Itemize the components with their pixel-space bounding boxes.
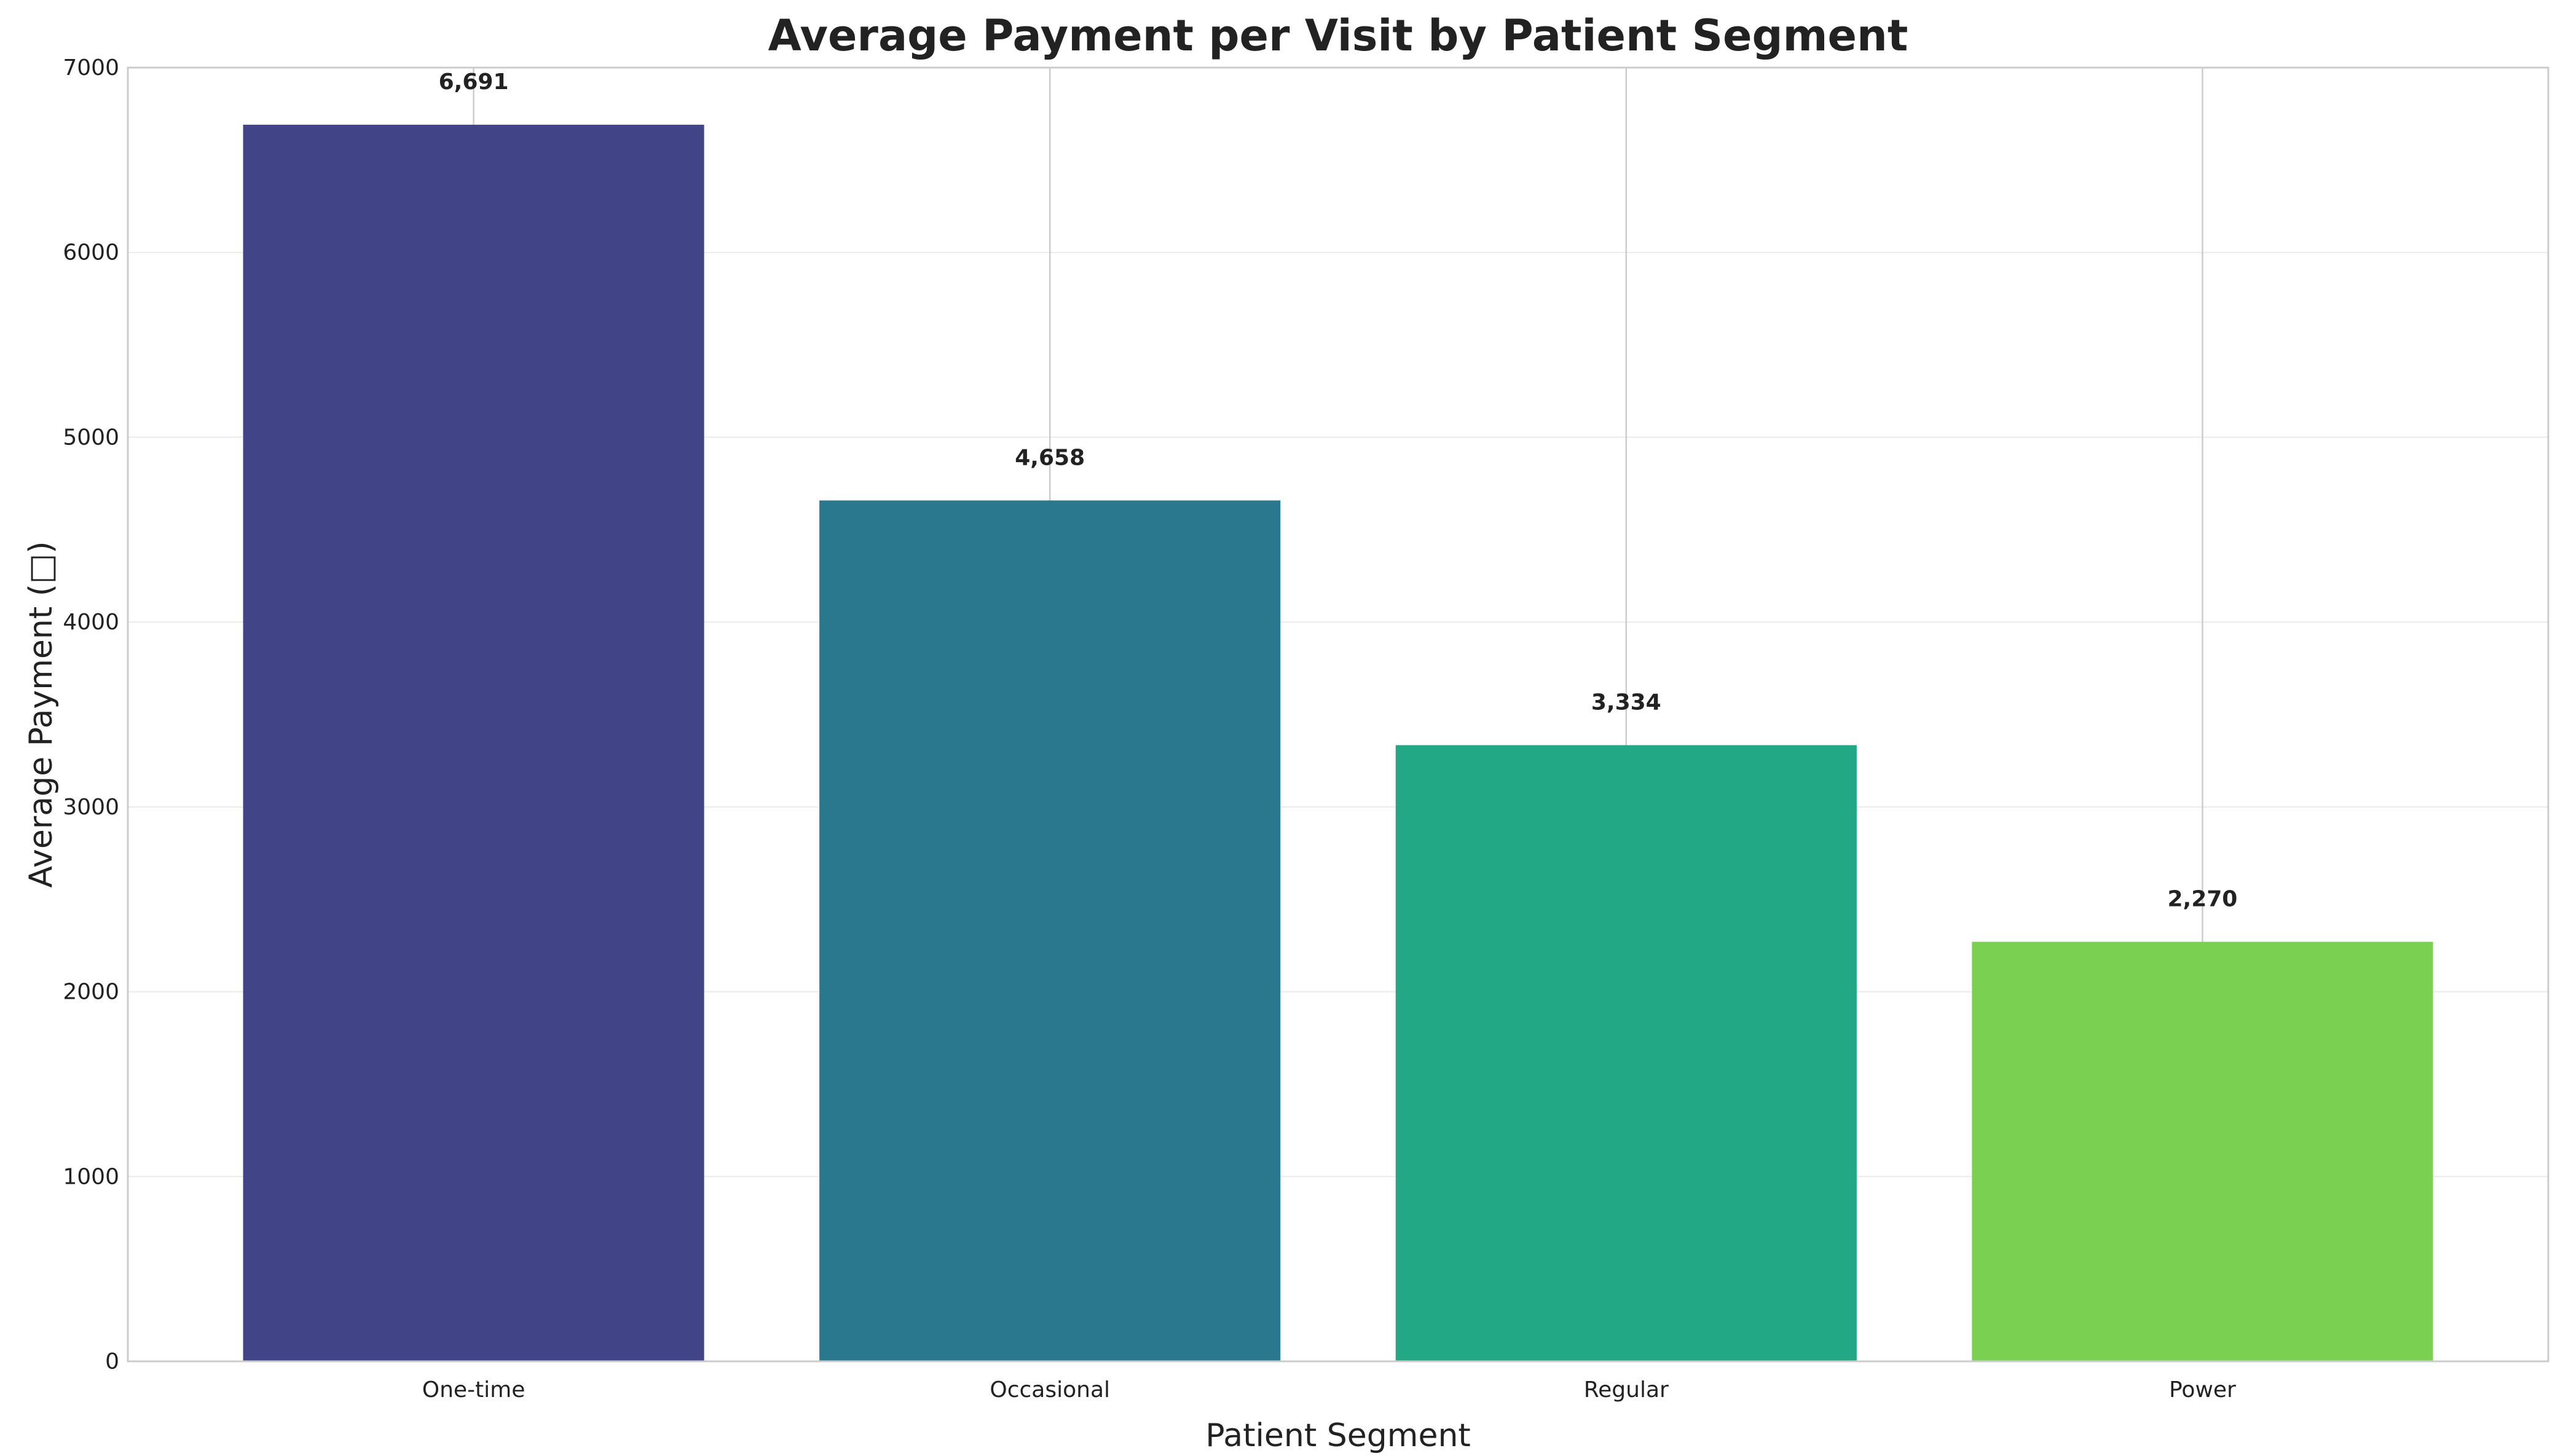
bar-one-time <box>243 124 704 1362</box>
y-axis-ticks: 0 1000 2000 3000 4000 5000 6000 7000 <box>63 55 119 1374</box>
x-tick-label: Power <box>2169 1377 2236 1403</box>
data-label: 2,270 <box>2167 886 2237 911</box>
y-axis-title: Average Payment (□) <box>23 541 60 888</box>
x-tick-label: Occasional <box>990 1377 1110 1403</box>
bar-occasional <box>819 500 1281 1361</box>
y-tick-label: 1000 <box>63 1164 119 1189</box>
chart-title: Average Payment per Visit by Patient Seg… <box>768 10 1908 61</box>
x-tick-label: Regular <box>1584 1377 1669 1403</box>
data-labels: 6,691 4,658 3,334 2,270 <box>439 69 2238 911</box>
x-tick-label: One-time <box>422 1377 526 1403</box>
data-label: 3,334 <box>1591 690 1661 715</box>
bar-power <box>1972 942 2433 1361</box>
bar-regular <box>1395 745 1857 1361</box>
x-axis-ticks: One-time Occasional Regular Power <box>422 1377 2236 1403</box>
x-axis-title: Patient Segment <box>1205 1417 1471 1454</box>
y-tick-label: 2000 <box>63 980 119 1005</box>
y-tick-label: 3000 <box>63 795 119 820</box>
data-label: 4,658 <box>1015 445 1085 470</box>
y-tick-label: 4000 <box>63 610 119 635</box>
y-tick-label: 6000 <box>63 240 119 266</box>
bars <box>243 124 2433 1362</box>
y-tick-label: 7000 <box>63 55 119 81</box>
plot-frame <box>127 66 2549 1363</box>
data-label: 6,691 <box>439 69 509 95</box>
y-tick-label: 0 <box>105 1349 119 1374</box>
y-tick-label: 5000 <box>63 425 119 450</box>
